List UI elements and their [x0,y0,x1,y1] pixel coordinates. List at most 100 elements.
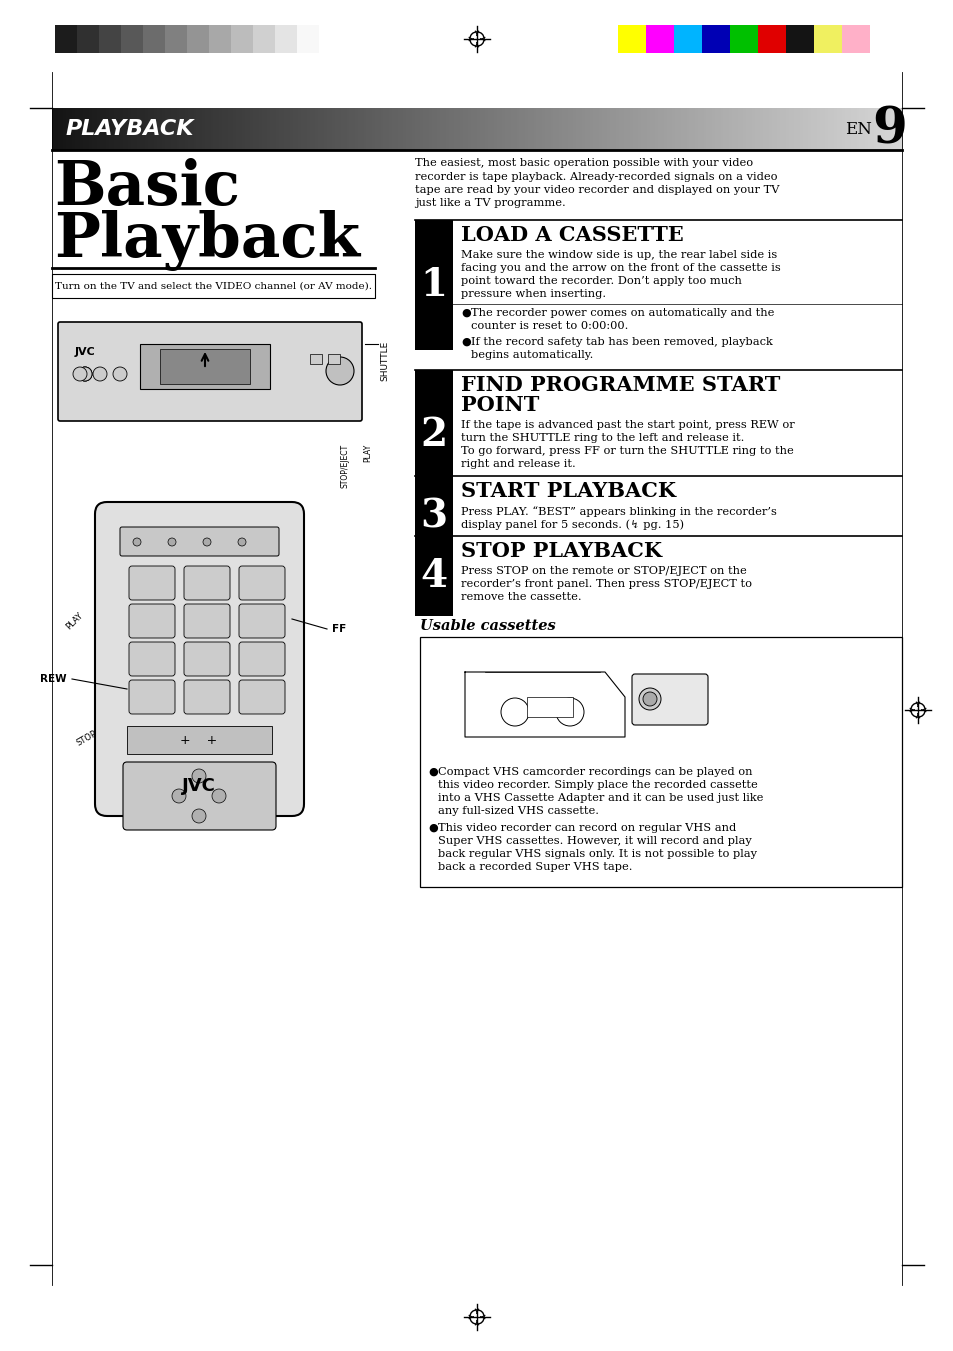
Bar [127,725,272,754]
Bar [474,108,477,150]
Text: Playback: Playback [54,209,359,272]
Bar [765,108,769,150]
Bar [171,108,174,150]
Bar [409,108,413,150]
Bar [598,108,602,150]
Bar [734,108,738,150]
Text: this video recorder. Simply place the recorded cassette: this video recorder. Simply place the re… [437,780,757,790]
Bar [465,108,469,150]
Text: 4: 4 [420,557,447,594]
Bar [652,108,656,150]
Bar [151,108,154,150]
Bar [153,108,157,150]
Bar [805,108,809,150]
Bar [862,108,865,150]
Bar [771,108,775,150]
Bar [530,108,534,150]
Bar [196,108,200,150]
Bar [890,108,894,150]
Bar [740,108,743,150]
Bar [343,108,347,150]
Ellipse shape [168,538,175,546]
Text: back regular VHS signals only. It is not possible to play: back regular VHS signals only. It is not… [437,848,757,859]
Bar [751,108,755,150]
Bar [522,108,526,150]
Ellipse shape [203,538,211,546]
Bar [366,108,370,150]
FancyBboxPatch shape [631,674,707,725]
Bar [182,108,186,150]
Bar [896,108,900,150]
Bar [836,108,840,150]
Text: pressure when inserting.: pressure when inserting. [460,289,605,299]
Bar [156,108,160,150]
Bar [83,108,87,150]
Text: STOP: STOP [75,730,99,748]
Bar [188,108,192,150]
Bar [415,476,453,557]
Bar [165,26,187,53]
Bar [745,108,749,150]
Bar [807,108,812,150]
Bar [363,108,367,150]
Bar [742,108,746,150]
Bar [468,108,472,150]
Text: display panel for 5 seconds. (↯ pg. 15): display panel for 5 seconds. (↯ pg. 15) [460,519,683,530]
Bar [106,108,110,150]
Bar [626,108,630,150]
Bar [476,108,480,150]
Bar [315,108,319,150]
Bar [187,26,209,53]
Text: FF: FF [332,624,346,634]
Bar [748,108,752,150]
Bar [853,108,857,150]
Bar [185,108,189,150]
Bar [340,108,344,150]
Bar [645,26,673,53]
Text: back a recorded Super VHS tape.: back a recorded Super VHS tape. [437,862,632,871]
Bar [802,108,806,150]
Text: any full-sized VHS cassette.: any full-sized VHS cassette. [437,807,598,816]
Bar [686,108,690,150]
Ellipse shape [326,357,354,385]
Bar [168,108,172,150]
Bar [737,108,740,150]
Bar [581,108,585,150]
FancyBboxPatch shape [239,642,285,676]
Text: Make sure the window side is up, the rear label side is: Make sure the window side is up, the rea… [460,250,777,259]
Bar [618,26,645,53]
Bar [318,108,322,150]
Bar [436,108,440,150]
Bar [593,108,597,150]
Bar [328,354,339,363]
Bar [649,108,653,150]
Bar [893,108,897,150]
Bar [114,108,118,150]
Text: FIND PROGRAMME START: FIND PROGRAMME START [460,376,780,394]
Bar [703,108,707,150]
Bar [134,108,138,150]
Bar [675,108,679,150]
Text: point toward the recorder. Don’t apply too much: point toward the recorder. Don’t apply t… [460,276,741,286]
Bar [146,108,150,150]
Bar [454,108,457,150]
Bar [824,108,828,150]
Bar [692,108,696,150]
Bar [327,108,331,150]
Bar [304,108,308,150]
Bar [109,108,112,150]
Text: right and release it.: right and release it. [460,459,576,469]
Bar [712,108,716,150]
Bar [159,108,163,150]
Text: PLAYBACK: PLAYBACK [66,119,194,139]
Text: PLAY: PLAY [363,444,372,462]
Bar [859,108,862,150]
Bar [258,108,262,150]
Bar [514,108,517,150]
Bar [429,108,433,150]
Bar [494,108,497,150]
Bar [199,108,203,150]
Bar [847,108,851,150]
Bar [601,108,605,150]
Bar [244,108,248,150]
